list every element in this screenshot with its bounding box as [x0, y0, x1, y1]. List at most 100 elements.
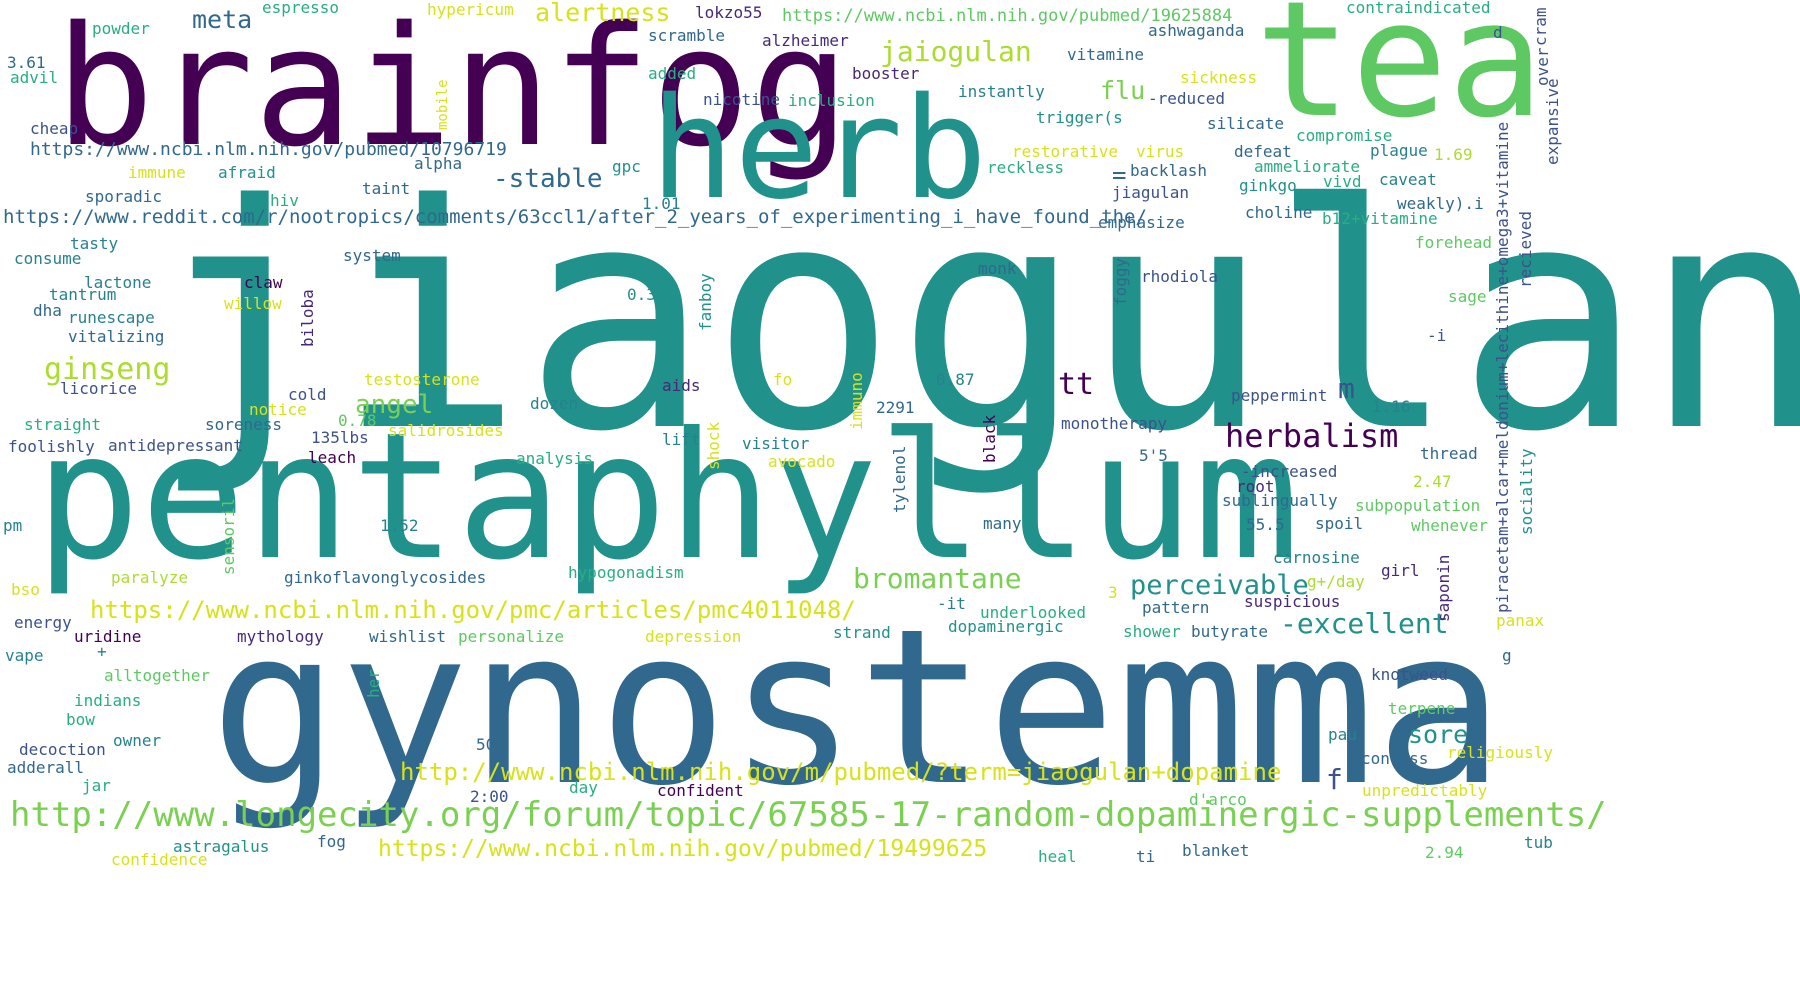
cloud-word: vitalizing: [68, 327, 165, 346]
cloud-word: herb: [650, 68, 988, 231]
cloud-word: angel: [355, 390, 434, 420]
cloud-word: whenever: [1411, 516, 1489, 535]
cloud-word: ginkgo: [1239, 176, 1297, 195]
cloud-word: -i: [1427, 326, 1447, 345]
cloud-word: g+/day: [1307, 572, 1365, 591]
cloud-word: trigger(s: [1036, 108, 1123, 127]
cloud-word: peppermint: [1231, 386, 1328, 405]
cloud-word: sore: [1408, 720, 1469, 749]
cloud-word: mythology: [237, 627, 324, 646]
cloud-word: gpc: [612, 157, 641, 176]
cloud-word: day: [569, 778, 598, 797]
cloud-word: gynostemma: [210, 582, 1505, 833]
cloud-word: inclusion: [788, 91, 875, 110]
cloud-word: vivd: [1323, 172, 1362, 191]
cloud-word: lactone: [84, 273, 152, 292]
cloud-word: confess: [1361, 749, 1429, 768]
cloud-word: black: [980, 414, 999, 463]
cloud-word: flu: [1100, 76, 1146, 105]
cloud-word: adderall: [7, 758, 85, 777]
cloud-word: bow: [66, 710, 95, 729]
cloud-word: willow: [224, 294, 282, 313]
cloud-word: backlash: [1130, 161, 1208, 180]
cloud-word: avocado: [768, 452, 836, 471]
cloud-word: immuno: [847, 372, 866, 430]
cloud-word: alertness: [535, 0, 671, 27]
cloud-word: virus: [1136, 142, 1185, 161]
cloud-word: defeat: [1234, 142, 1292, 161]
cloud-word: added: [648, 64, 697, 83]
cloud-word: terpene: [1388, 699, 1456, 718]
cloud-word: reckless: [987, 158, 1065, 177]
cloud-word: lift: [662, 430, 701, 449]
cloud-word: weakly).i: [1397, 194, 1484, 213]
cloud-word: immune: [128, 163, 186, 182]
cloud-word: https://www.ncbi.nlm.nih.gov/pubmed/1079…: [30, 139, 507, 160]
cloud-word: strand: [833, 623, 891, 642]
cloud-word: depression: [645, 627, 742, 646]
cloud-word: sporadic: [85, 187, 163, 206]
cloud-word: jaiogulan: [880, 35, 1032, 68]
cloud-word: hypericum: [427, 0, 514, 19]
cloud-word: jar: [82, 776, 111, 795]
cloud-word: silicate: [1207, 114, 1285, 133]
cloud-word: perceivable: [1130, 570, 1309, 601]
cloud-word: hiv: [270, 191, 299, 210]
cloud-word: g: [1502, 646, 1512, 665]
cloud-word: -increased: [1241, 462, 1338, 481]
cloud-word: foggy: [1111, 257, 1130, 306]
cloud-word: emphasize: [1098, 213, 1185, 232]
cloud-word: pattern: [1142, 598, 1210, 617]
cloud-word: leach: [308, 448, 357, 467]
cloud-word: euro: [916, 426, 935, 465]
cloud-word: 135lbs: [311, 428, 369, 447]
cloud-word: dozen: [530, 394, 579, 413]
cloud-word: personalize: [458, 627, 564, 646]
cloud-word: https://www.ncbi.nlm.nih.gov/pmc/article…: [90, 596, 856, 624]
cloud-word: https://www.ncbi.nlm.nih.gov/pubmed/1962…: [782, 6, 1233, 26]
cloud-word: vitamine: [1067, 45, 1145, 64]
cloud-word: expansive: [1543, 78, 1562, 165]
cloud-word: sickness: [1180, 68, 1258, 87]
cloud-word: alpha: [414, 154, 463, 173]
cloud-word: 3: [1108, 583, 1118, 602]
cloud-word: contraindicated: [1346, 0, 1491, 17]
cloud-word: confidence: [111, 850, 208, 869]
cloud-word: shower: [1123, 622, 1181, 641]
cloud-word: d: [1493, 23, 1503, 42]
cloud-word: butyrate: [1191, 622, 1269, 641]
cloud-word: salidrosides: [388, 421, 504, 440]
cloud-word: http://www.ncbi.nlm.nih.gov/m/pubmed/?te…: [400, 758, 1282, 786]
cloud-word: many: [983, 514, 1022, 533]
cloud-word: decoction: [19, 740, 106, 759]
cloud-word: root: [1236, 477, 1275, 496]
cloud-word: https://www.reddit.com/r/nootropics/comm…: [3, 206, 1147, 228]
cloud-word: vape: [5, 646, 44, 665]
cloud-word: recieved: [1516, 210, 1535, 288]
cloud-word: indians: [74, 691, 142, 710]
cloud-word: analysis: [516, 449, 594, 468]
cloud-word: over: [1533, 47, 1552, 86]
cloud-word: espresso: [262, 0, 340, 17]
cloud-word: saponin: [1434, 554, 1453, 622]
cloud-word: tea: [1255, 0, 1544, 153]
cloud-word: soreness: [205, 415, 283, 434]
cloud-word: 1.69: [1434, 145, 1473, 164]
cloud-word: http://www.longecity.org/forum/topic/675…: [10, 795, 1607, 835]
cloud-word: consume: [14, 249, 82, 268]
cloud-word: 5'5: [1139, 446, 1168, 465]
cloud-word: lokzo55: [695, 3, 763, 22]
cloud-word: dha: [33, 301, 62, 320]
cloud-word: 2.47: [1413, 472, 1452, 491]
cloud-word: tt: [1058, 367, 1095, 402]
cloud-word: cheap: [30, 119, 79, 138]
cloud-word: fog: [317, 832, 346, 851]
cloud-word: 2.94: [1425, 843, 1464, 862]
cloud-word: ammeliorate: [1254, 157, 1360, 176]
cloud-word: foolishly: [8, 437, 95, 456]
cloud-word: meta: [192, 5, 253, 34]
cloud-word: pm: [3, 516, 23, 535]
cloud-word: confident: [657, 781, 744, 800]
cloud-word: underlooked: [980, 603, 1086, 622]
